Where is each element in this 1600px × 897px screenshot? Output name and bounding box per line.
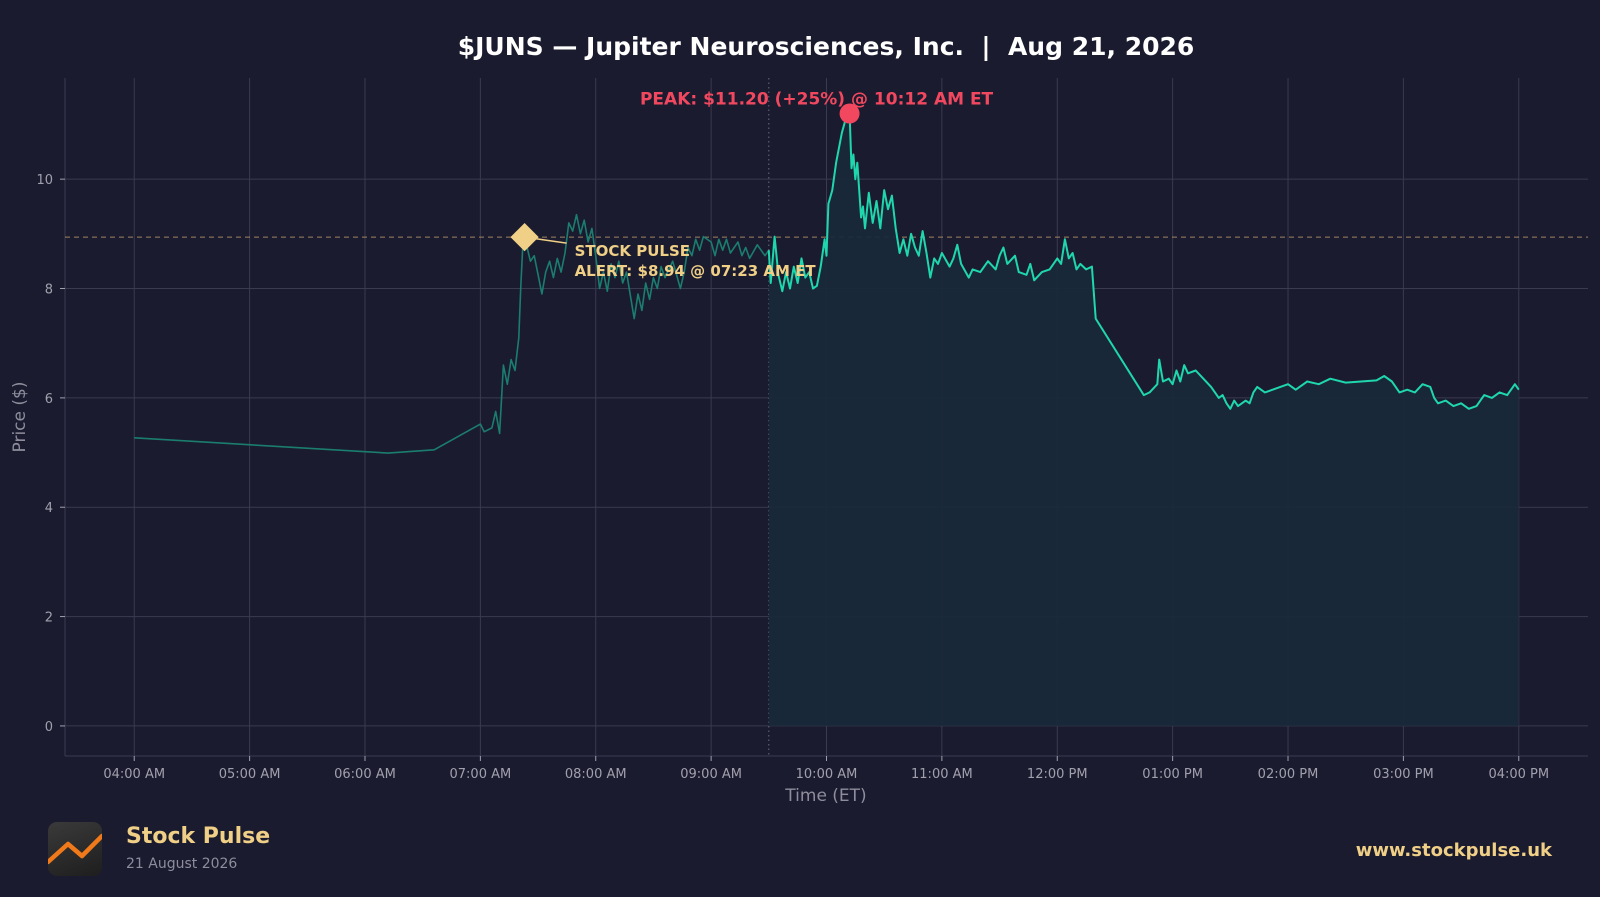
series-group xyxy=(65,78,1588,756)
footer: Stock Pulse 21 August 2026 www.stockpuls… xyxy=(0,806,1600,897)
y-tick-label: 4 xyxy=(45,501,53,516)
x-tick-label: 07:00 AM xyxy=(450,767,512,782)
trend-line-icon xyxy=(48,833,102,865)
x-tick-label: 12:00 PM xyxy=(1027,767,1088,782)
x-tick-label: 04:00 AM xyxy=(103,767,165,782)
tick-labels: 04:00 AM 05:00 AM 06:00 AM 07:00 AM 08:00 AM… xyxy=(36,173,1549,782)
peak-label: PEAK: $11.20 (+25%) @ 10:12 AM ET xyxy=(640,90,994,110)
site-url[interactable]: www.stockpulse.uk xyxy=(1355,840,1552,861)
alert-marker xyxy=(510,222,539,252)
y-tick-label: 0 xyxy=(45,720,53,735)
annotations: STOCK PULSE ALERT: $8.94 @ 07:23 AM ET PEA… xyxy=(510,90,994,280)
peak-marker xyxy=(839,103,860,124)
premarket-price-line xyxy=(134,213,770,454)
brand-date: 21 August 2026 xyxy=(126,856,238,872)
x-tick-label: 10:00 AM xyxy=(796,767,858,782)
x-tick-label: 11:00 AM xyxy=(911,767,973,782)
x-tick-label: 04:00 PM xyxy=(1488,767,1549,782)
alert-label-line1: STOCK PULSE xyxy=(575,242,690,260)
trend-line-icon-stroke xyxy=(48,833,102,865)
x-tick-label: 02:00 PM xyxy=(1258,767,1319,782)
x-tick-label: 08:00 AM xyxy=(565,767,627,782)
x-axis-label: Time (ET) xyxy=(784,786,866,806)
x-tick-label: 06:00 AM xyxy=(334,767,396,782)
y-tick-label: 10 xyxy=(36,173,53,188)
regular-session-area xyxy=(768,113,1519,726)
alert-label-line2: ALERT: $8.94 @ 07:23 AM ET xyxy=(575,262,817,280)
brand-name: Stock Pulse xyxy=(126,824,271,849)
price-chart: 04:00 AM 05:00 AM 06:00 AM 07:00 AM 08:00 AM… xyxy=(10,32,1588,806)
y-tick-label: 8 xyxy=(45,283,53,298)
y-axis-label: Price ($) xyxy=(10,382,30,453)
x-tick-label: 09:00 AM xyxy=(680,767,742,782)
x-tick-label: 05:00 AM xyxy=(219,767,281,782)
y-tick-label: 6 xyxy=(45,392,53,407)
brand-logo xyxy=(48,822,102,876)
x-tick-label: 01:00 PM xyxy=(1142,767,1203,782)
chart-title: $JUNS — Jupiter Neurosciences, Inc. | Au… xyxy=(458,32,1195,61)
x-tick-label: 03:00 PM xyxy=(1373,767,1434,782)
y-tick-label: 2 xyxy=(45,611,53,626)
